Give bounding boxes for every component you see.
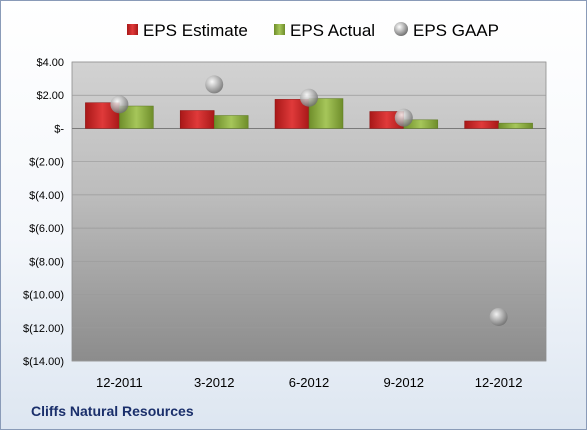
x-axis-labels: 12-2011 3-2012 6-2012 9-2012 12-2012 [96, 375, 522, 390]
legend-label-gaap: EPS GAAP [413, 21, 499, 40]
marker-eps-gaap [394, 108, 413, 127]
gridlines [72, 61, 546, 362]
x-category-label: 6-2012 [289, 375, 329, 390]
legend: EPS Estimate EPS Actual EPS GAAP [127, 21, 499, 40]
y-tick-label: $(6.00) [29, 223, 64, 235]
marker-eps-gaap [489, 307, 508, 326]
y-tick-label: $(4.00) [29, 190, 64, 202]
legend-swatch-gaap [394, 22, 408, 36]
gaap-markers [110, 75, 508, 326]
legend-swatch-estimate [127, 24, 138, 35]
y-tick-label: $(10.00) [23, 290, 64, 302]
y-axis-ticks: $4.00 $2.00 $- $(2.00) $(4.00) $(6.00) $(8.00)… [23, 57, 64, 368]
bars [85, 98, 533, 129]
bar-eps-estimate [179, 110, 215, 129]
marker-eps-gaap [110, 95, 129, 114]
y-tick-label: $4.00 [36, 57, 64, 69]
y-tick-label: $(8.00) [29, 256, 64, 268]
bar-eps-actual [213, 115, 249, 129]
y-tick-label: $- [54, 123, 64, 135]
x-category-label: 9-2012 [384, 375, 424, 390]
company-name: Cliffs Natural Resources [31, 403, 194, 419]
legend-swatch-actual [274, 24, 285, 35]
y-tick-label: $(12.00) [23, 323, 64, 335]
bar-eps-actual [498, 122, 533, 129]
bar-eps-estimate [464, 120, 499, 129]
x-category-label: 3-2012 [194, 375, 234, 390]
y-tick-label: $(2.00) [29, 157, 64, 169]
bar-eps-actual [119, 105, 154, 129]
x-category-label: 12-2012 [475, 375, 523, 390]
legend-label-actual: EPS Actual [290, 21, 375, 40]
y-tick-label: $2.00 [36, 90, 64, 102]
marker-eps-gaap [205, 75, 224, 94]
legend-label-estimate: EPS Estimate [143, 21, 248, 40]
x-category-label: 12-2011 [96, 375, 143, 390]
y-tick-label: $(14.00) [23, 356, 64, 368]
marker-eps-gaap [300, 88, 318, 107]
